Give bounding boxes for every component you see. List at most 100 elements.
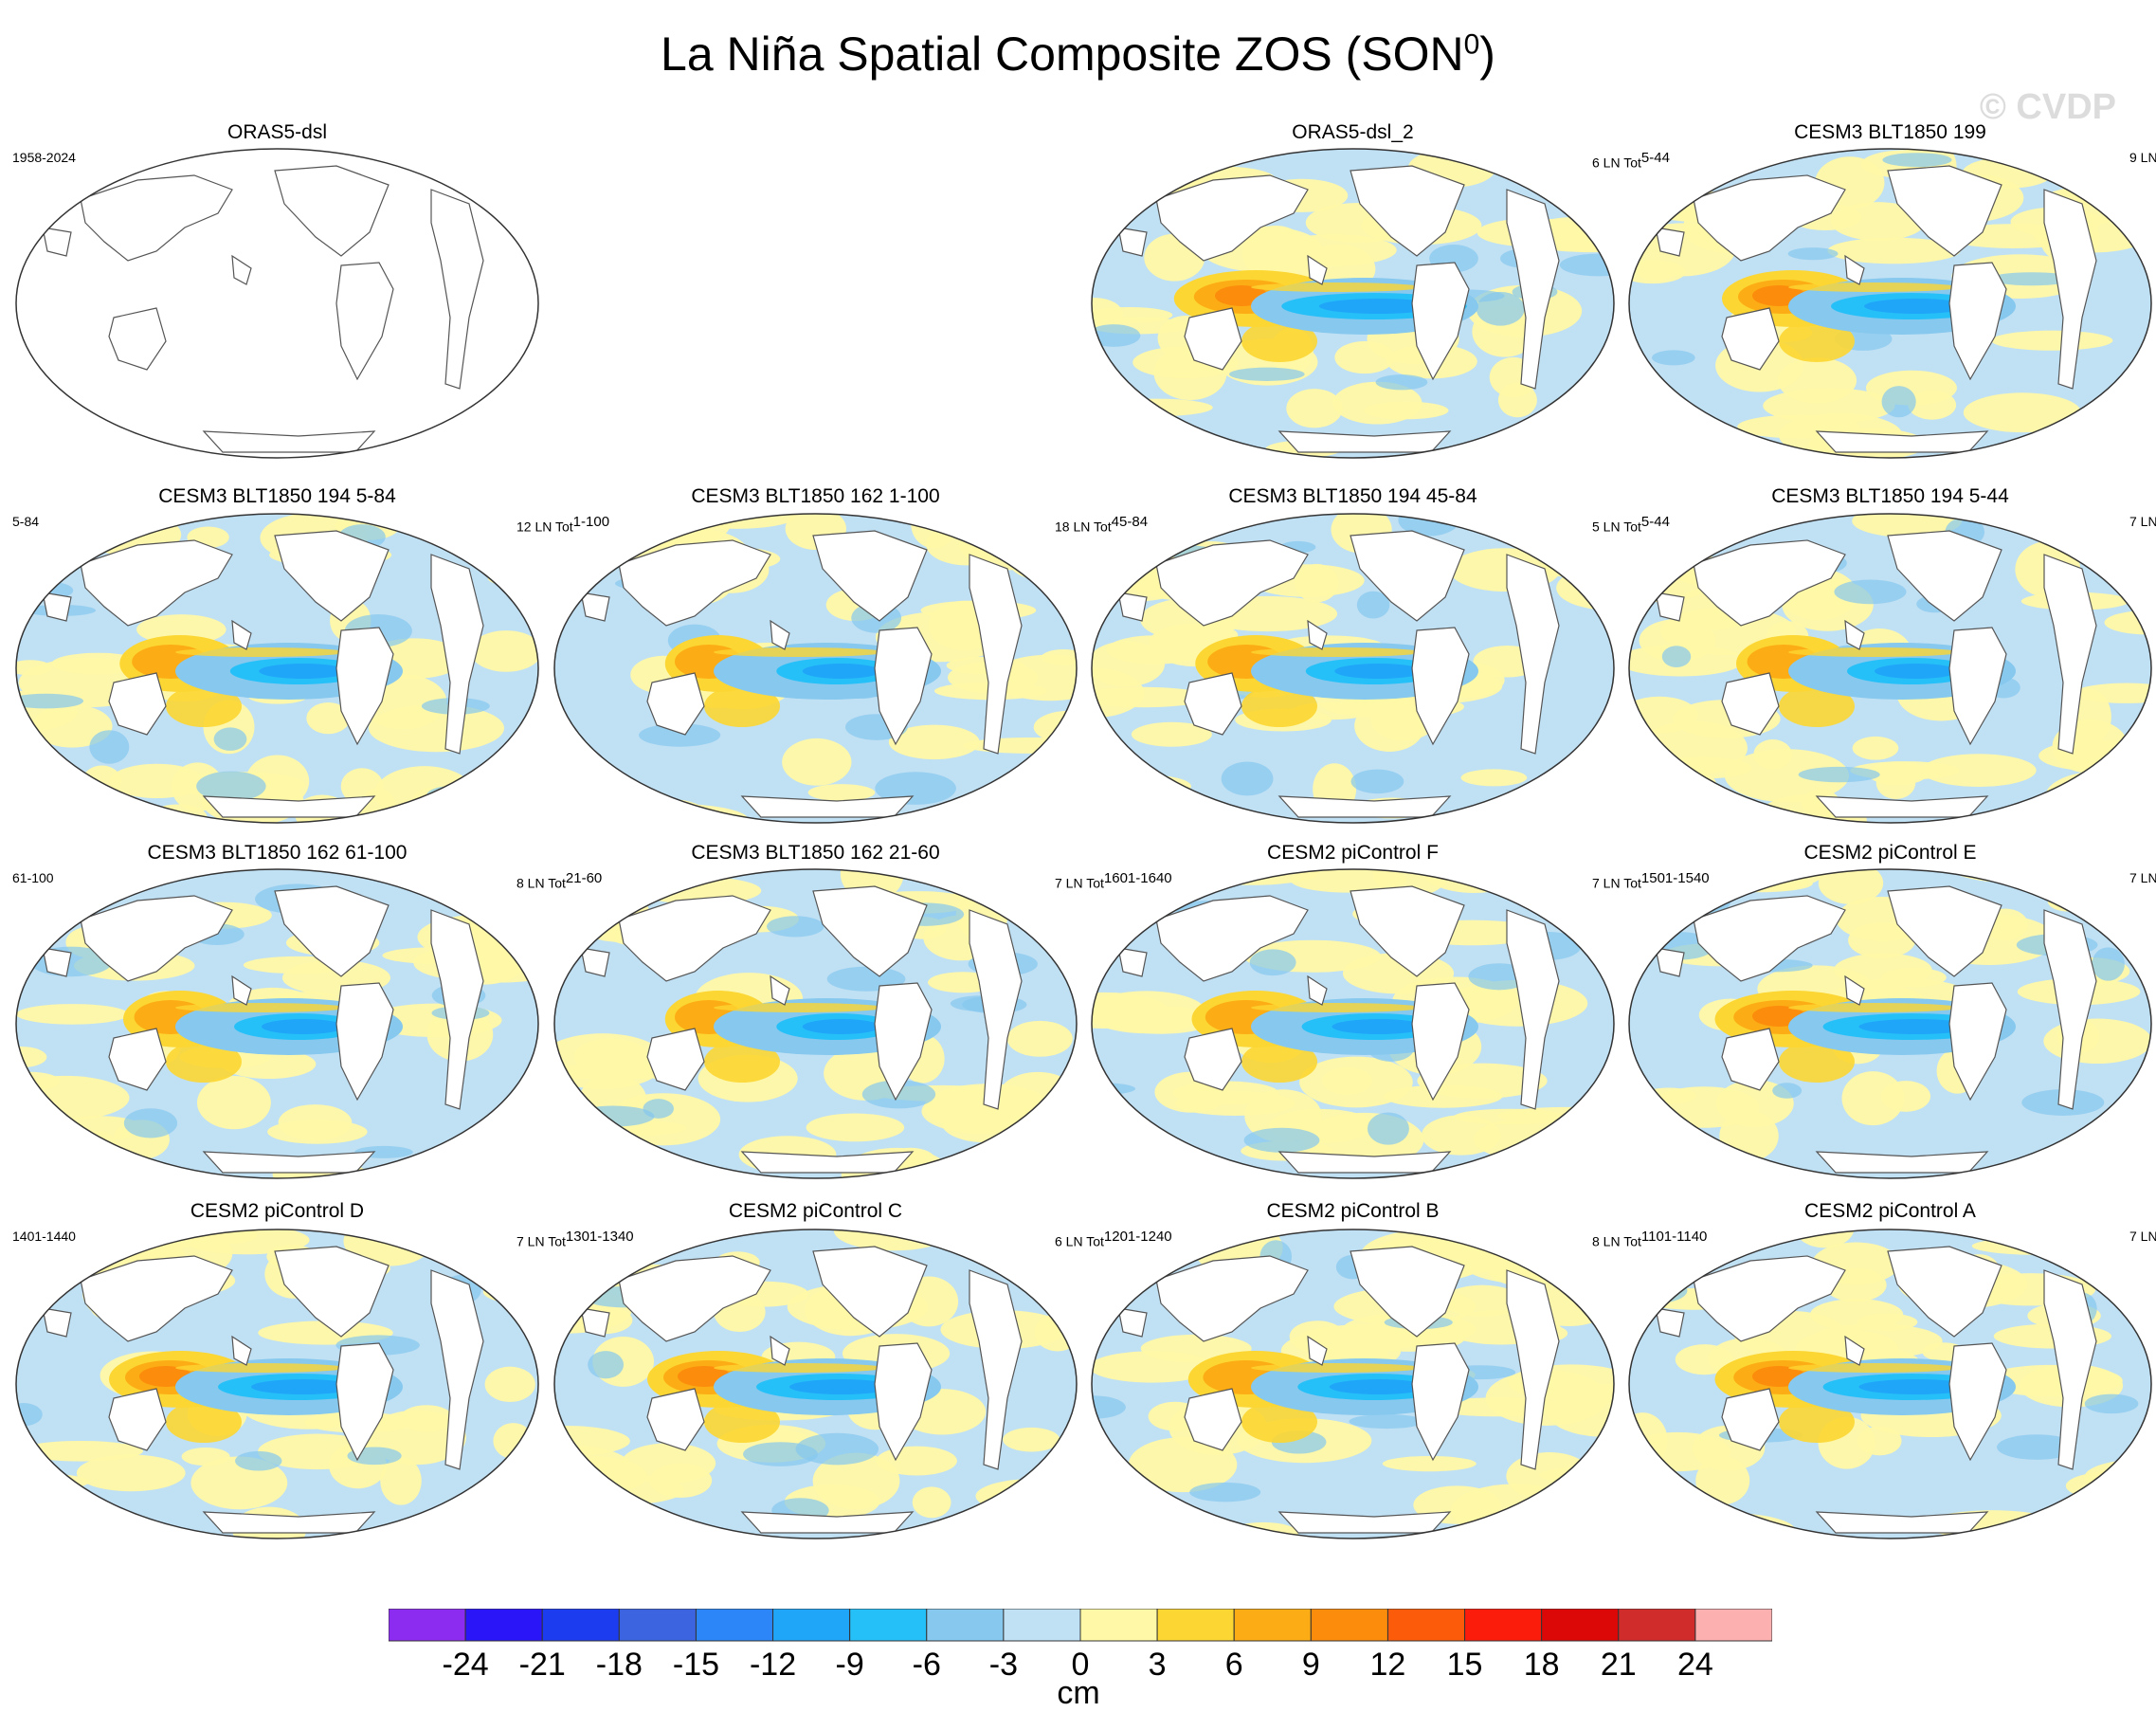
anomaly-patch (1286, 389, 1343, 428)
map-panel (1628, 513, 2152, 824)
anomaly-patch (1629, 1431, 1730, 1472)
anomaly-patch (16, 1158, 88, 1178)
land-mass (740, 795, 915, 818)
anomaly-patch (931, 1530, 982, 1539)
land-mass (618, 1255, 771, 1342)
land-mass (1277, 430, 1452, 453)
anomaly-patch (2084, 1393, 2139, 1414)
colorbar-swatch (1079, 1609, 1158, 1642)
anomaly-patch (16, 1004, 129, 1025)
land-mass (1721, 1388, 1780, 1451)
land-mass (80, 1255, 233, 1342)
colorbar-swatch (389, 1609, 466, 1642)
anomaly-band (175, 1363, 346, 1373)
warm-pool-anomaly (1779, 320, 1855, 362)
land-mass (1655, 592, 1685, 622)
land-mass (740, 1151, 915, 1174)
panel-title: CESM3 BLT1850 162 1-100 (691, 485, 940, 507)
map-outline (1091, 148, 1615, 459)
anomaly-patch (1772, 1083, 1803, 1099)
panel-title: CESM3 BLT1850 199 (1794, 121, 1986, 143)
cold-tongue-anomaly (802, 664, 881, 679)
anomaly-patch (1991, 330, 2113, 351)
land-mass (1948, 262, 2007, 381)
anomaly-patch (554, 891, 602, 926)
map-panel (1091, 1229, 1615, 1539)
anomaly-band (1251, 1003, 1422, 1012)
warm-pool-anomaly (1241, 1401, 1317, 1443)
land-mass (1506, 554, 1560, 755)
land-mass (812, 1246, 928, 1338)
anomaly-patch (1559, 253, 1614, 277)
anomaly-patch (2049, 1504, 2097, 1529)
land-mass (1887, 165, 2002, 257)
cold-tongue-anomaly (1334, 664, 1423, 679)
anomaly-patch (795, 1432, 879, 1466)
colorbar-tick-label: 15 (1446, 1647, 1483, 1683)
anomaly-patch (1629, 763, 1694, 813)
land-mass (1815, 430, 1989, 453)
colorbar-tick-label: 12 (1369, 1647, 1406, 1683)
colorbar (389, 1609, 1772, 1642)
land-mass (969, 554, 1023, 755)
cold-tongue-anomaly (802, 1019, 881, 1034)
warm-pool-anomaly (166, 1401, 242, 1443)
land-mass (231, 1335, 252, 1366)
land-mass (1721, 307, 1780, 371)
anomaly-patch (1695, 1456, 1750, 1505)
map-panel (1628, 868, 2152, 1179)
anomaly-patch (426, 785, 480, 805)
panel-title: CESM2 piControl C (728, 1200, 903, 1222)
panel-title: ORAS5-dsl_2 (1292, 121, 1414, 143)
land-mass (1350, 530, 1465, 622)
anomaly-patch (767, 916, 824, 938)
anomaly-patch (467, 1229, 538, 1256)
map-outline (1091, 1229, 1615, 1539)
anomaly-band (175, 647, 346, 657)
anomaly-patch (1753, 739, 1792, 770)
land-mass (274, 165, 390, 257)
map-panel (553, 868, 1078, 1179)
map-panel (1091, 513, 1615, 824)
land-mass (874, 982, 933, 1102)
map-panel (15, 868, 539, 1179)
cold-tongue-anomaly (1329, 1379, 1429, 1394)
anomaly-patch (945, 798, 1024, 813)
anomaly-patch (1588, 735, 1614, 775)
land-mass (1184, 1388, 1242, 1451)
land-mass (1844, 254, 1865, 285)
anomaly-band (1788, 282, 1959, 292)
anomaly-patch (2101, 423, 2151, 451)
colorbar-swatch (1618, 1609, 1696, 1642)
anomaly-band (714, 1363, 884, 1373)
panel-event-count: 9 LN To (2129, 150, 2156, 165)
land-mass (1411, 982, 1470, 1102)
colorbar-tick-label: 0 (1071, 1647, 1090, 1683)
land-mass (108, 1028, 167, 1091)
anomaly-patch (16, 660, 52, 676)
anomaly-patch (1019, 757, 1077, 776)
cold-tongue-anomaly (1875, 664, 1958, 679)
panel-event-count: 7 LN Tc (2129, 514, 2156, 529)
land-mass (231, 619, 252, 650)
anomaly-patch (1841, 1071, 1905, 1126)
anomaly-patch (1454, 1108, 1566, 1125)
map-panel (15, 1229, 539, 1539)
anomaly-band (1788, 1363, 1959, 1373)
land-mass (874, 627, 933, 746)
land-mass (1155, 1255, 1309, 1342)
anomaly-band (1251, 282, 1422, 292)
panel-event-count: 12 LN Tot1-100 (516, 514, 610, 535)
anomaly-patch (18, 1440, 143, 1462)
anomaly-patch (1098, 398, 1213, 417)
anomaly-patch (1473, 1118, 1584, 1160)
land-mass (42, 592, 72, 622)
panel-title: CESM3 BLT1850 194 5-44 (1771, 485, 2009, 507)
anomaly-patch (17, 900, 66, 915)
map-outline (1628, 868, 2152, 1179)
anomaly-patch (1997, 1434, 2077, 1460)
land-mass (42, 227, 72, 257)
anomaly-patch (2089, 1124, 2151, 1158)
panel-period-label: 5-84 (12, 514, 40, 529)
anomaly-patch (2068, 890, 2122, 918)
